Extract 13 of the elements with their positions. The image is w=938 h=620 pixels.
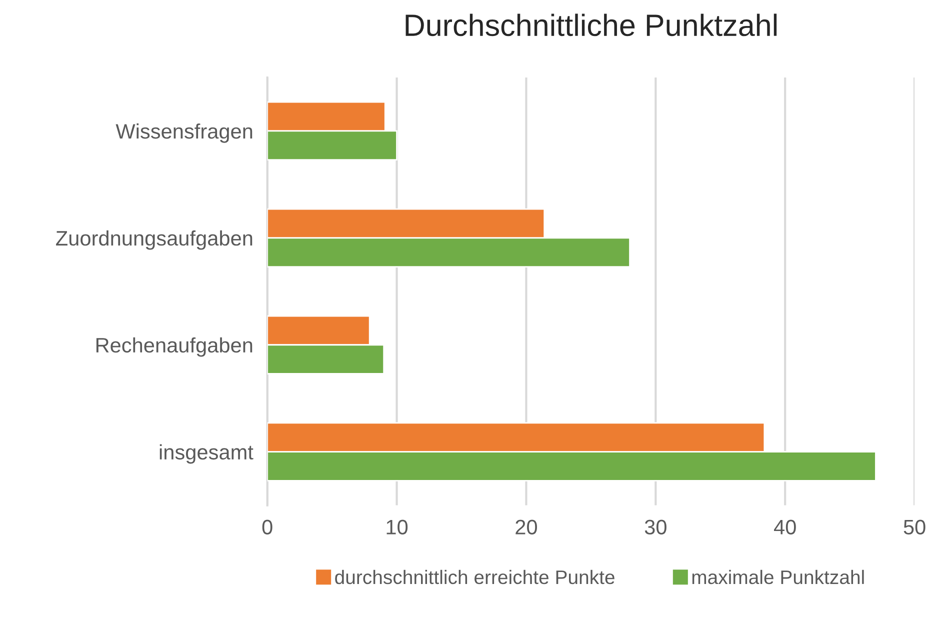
legend-label: durchschnittlich erreichte Punkte	[335, 570, 614, 584]
x-tick-label: 40	[774, 520, 796, 534]
x-tick-label: 50	[904, 520, 926, 534]
y-tick-label: Rechenaufgaben	[96, 337, 252, 357]
y-tick-label: Wissensfragen	[116, 123, 252, 143]
x-tick-label: 20	[516, 520, 537, 534]
x-tick-label: 0	[262, 520, 272, 534]
x-tick-label: 30	[644, 520, 666, 534]
chart-title: Durchschnittliche Punktzahl	[406, 14, 777, 36]
y-tick-label: insgesamt	[160, 444, 254, 464]
legend-label: maximale Punktzahl	[692, 570, 864, 584]
x-tick-label: 10	[386, 520, 408, 534]
y-tick-label: Zuordnungsaufgaben	[56, 230, 252, 250]
